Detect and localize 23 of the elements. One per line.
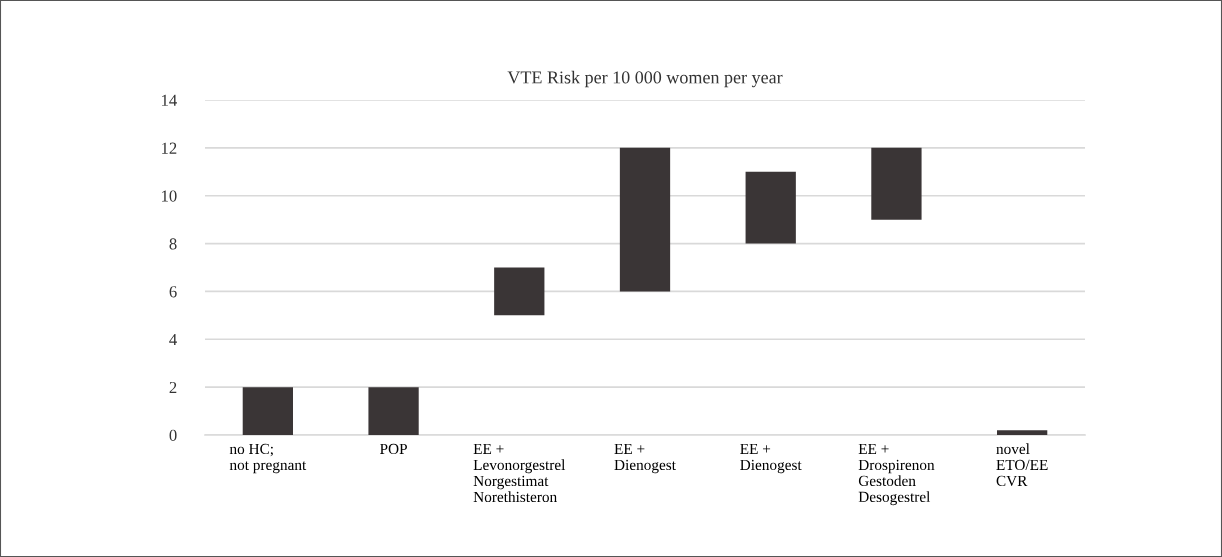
y-tick-label: 14 bbox=[162, 94, 177, 106]
y-tick-label: 6 bbox=[169, 286, 177, 298]
x-tick-label: novel ETO/EE CVR bbox=[996, 443, 1048, 487]
x-tick-label: POP bbox=[380, 443, 407, 455]
bar bbox=[619, 147, 671, 292]
bar bbox=[997, 430, 1048, 435]
y-tick-label: 12 bbox=[162, 142, 177, 154]
bar bbox=[368, 387, 419, 435]
chart-title: VTE Risk per 10 000 women per year bbox=[507, 70, 783, 88]
x-tick-label: EE + Drospirenon Gestoden Desogestrel bbox=[858, 443, 935, 506]
bar bbox=[745, 171, 796, 244]
x-tick-label: EE + Dienogest bbox=[614, 443, 676, 474]
y-tick-label: 8 bbox=[169, 238, 177, 250]
y-tick-label: 10 bbox=[162, 190, 177, 202]
y-tick-label: 4 bbox=[169, 334, 177, 346]
bar bbox=[242, 387, 293, 435]
x-tick-label: no HC; not pregnant bbox=[229, 443, 307, 474]
x-tick-label: EE + Levonorgestrel Norgestimat Norethisteron bbox=[473, 443, 566, 503]
bar bbox=[494, 267, 545, 316]
x-tick-label: EE + Dienogest bbox=[740, 443, 802, 474]
y-tick-label: 0 bbox=[169, 429, 177, 441]
bar bbox=[871, 147, 922, 220]
y-tick-label: 2 bbox=[169, 381, 177, 393]
